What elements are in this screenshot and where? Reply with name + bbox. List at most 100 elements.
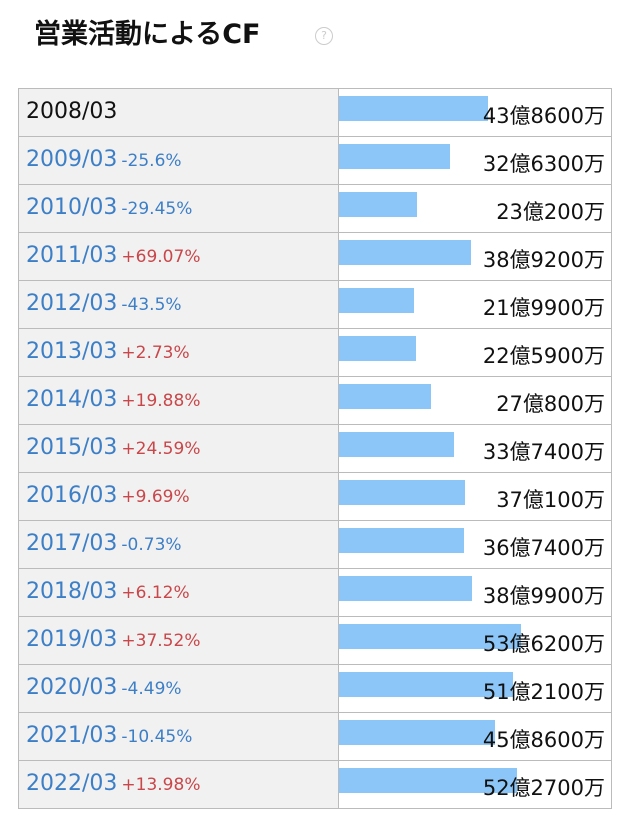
period-cell: 2022/03 +13.98% [18, 761, 339, 808]
period-text: 2014/03 [26, 387, 118, 412]
amount-bar [339, 144, 450, 169]
change-rate: -43.5% [121, 295, 182, 315]
change-rate: +13.98% [121, 775, 201, 795]
period: 2022/03 +13.98% [26, 771, 200, 796]
period: 2021/03 -10.45% [26, 723, 192, 748]
amount-cell: 32億6300万 [338, 137, 612, 184]
period: 2016/03 +9.69% [26, 483, 190, 508]
period-text: 2010/03 [26, 195, 118, 220]
amount-label: 52億2700万 [482, 776, 605, 800]
period-cell: 2021/03 -10.45% [18, 713, 339, 760]
table-row: 2016/03 +9.69% 37億100万 [18, 473, 612, 521]
table-row: 2020/03 -4.49% 51億2100万 [18, 665, 612, 713]
table-row: 2010/03 -29.45% 23億200万 [18, 185, 612, 233]
period-text: 2022/03 [26, 771, 118, 796]
period: 2009/03 -25.6% [26, 147, 182, 172]
amount-cell: 53億6200万 [338, 617, 612, 664]
amount-bar [339, 624, 522, 649]
change-rate: -29.45% [121, 199, 193, 219]
table-row: 2009/03 -25.6% 32億6300万 [18, 137, 612, 185]
amount-cell: 37億100万 [338, 473, 612, 520]
amount-cell: 21億9900万 [338, 281, 612, 328]
change-rate: +69.07% [121, 247, 201, 267]
change-rate: +9.69% [121, 487, 190, 507]
amount-label: 33億7400万 [482, 440, 605, 464]
period-cell: 2009/03 -25.6% [18, 137, 339, 184]
amount-label: 38億9900万 [482, 584, 605, 608]
period: 2020/03 -4.49% [26, 675, 182, 700]
change-rate: -4.49% [121, 679, 182, 699]
amount-cell: 38億9900万 [338, 569, 612, 616]
table-row: 2011/03 +69.07% 38億9200万 [18, 233, 612, 281]
table-row: 2014/03 +19.88% 27億800万 [18, 377, 612, 425]
period-cell: 2016/03 +9.69% [18, 473, 339, 520]
period: 2012/03 -43.5% [26, 291, 182, 316]
amount-cell: 38億9200万 [338, 233, 612, 280]
amount-label: 37億100万 [496, 488, 605, 512]
period-cell: 2015/03 +24.59% [18, 425, 339, 472]
period-text: 2011/03 [26, 243, 118, 268]
amount-label: 36億7400万 [482, 536, 605, 560]
period: 2008/03 [26, 99, 117, 124]
amount-bar [339, 96, 489, 121]
amount-bar [339, 384, 432, 409]
amount-cell: 52億2700万 [338, 761, 612, 808]
change-rate: +19.88% [121, 391, 201, 411]
change-rate: -10.45% [121, 727, 193, 747]
period-text: 2009/03 [26, 147, 118, 172]
amount-label: 43億8600万 [482, 104, 605, 128]
amount-label: 45億8600万 [482, 728, 605, 752]
period-text: 2008/03 [26, 99, 118, 124]
amount-cell: 33億7400万 [338, 425, 612, 472]
amount-bar [339, 432, 454, 457]
amount-bar [339, 480, 465, 505]
amount-label: 22億5900万 [482, 344, 605, 368]
amount-cell: 23億200万 [338, 185, 612, 232]
amount-label: 32億6300万 [482, 152, 605, 176]
period-cell: 2013/03 +2.73% [18, 329, 339, 376]
period-cell: 2019/03 +37.52% [18, 617, 339, 664]
amount-bar [339, 336, 416, 361]
change-rate: -0.73% [121, 535, 182, 555]
amount-cell: 45億8600万 [338, 713, 612, 760]
table-row: 2008/03 43億8600万 [18, 89, 612, 137]
period-cell: 2008/03 [18, 89, 339, 136]
change-rate: +37.52% [121, 631, 201, 651]
table-row: 2013/03 +2.73% 22億5900万 [18, 329, 612, 377]
amount-bar [339, 768, 517, 793]
period-text: 2019/03 [26, 627, 118, 652]
amount-cell: 43億8600万 [338, 89, 612, 136]
period-cell: 2012/03 -43.5% [18, 281, 339, 328]
change-rate: +24.59% [121, 439, 201, 459]
period: 2018/03 +6.12% [26, 579, 190, 604]
amount-cell: 36億7400万 [338, 521, 612, 568]
amount-bar [339, 720, 495, 745]
amount-bar [339, 288, 414, 313]
period-cell: 2014/03 +19.88% [18, 377, 339, 424]
amount-label: 53億6200万 [482, 632, 605, 656]
period-text: 2021/03 [26, 723, 118, 748]
period-cell: 2020/03 -4.49% [18, 665, 339, 712]
amount-bar [339, 240, 472, 265]
period: 2011/03 +69.07% [26, 243, 200, 268]
period-text: 2012/03 [26, 291, 118, 316]
table-row: 2018/03 +6.12% 38億9900万 [18, 569, 612, 617]
amount-label: 23億200万 [496, 200, 605, 224]
period: 2017/03 -0.73% [26, 531, 182, 556]
table-row: 2022/03 +13.98% 52億2700万 [18, 761, 612, 809]
section-title: 営業活動によるCF [34, 19, 261, 50]
help-icon[interactable]: ? [315, 27, 333, 45]
period: 2019/03 +37.52% [26, 627, 200, 652]
amount-label: 51億2100万 [482, 680, 605, 704]
table-row: 2017/03 -0.73% 36億7400万 [18, 521, 612, 569]
amount-bar [339, 672, 514, 697]
period: 2010/03 -29.45% [26, 195, 192, 220]
amount-label: 21億9900万 [482, 296, 605, 320]
amount-label: 27億800万 [496, 392, 605, 416]
table-row: 2012/03 -43.5% 21億9900万 [18, 281, 612, 329]
period-text: 2017/03 [26, 531, 118, 556]
period-text: 2016/03 [26, 483, 118, 508]
change-rate: +6.12% [121, 583, 190, 603]
period-text: 2018/03 [26, 579, 118, 604]
